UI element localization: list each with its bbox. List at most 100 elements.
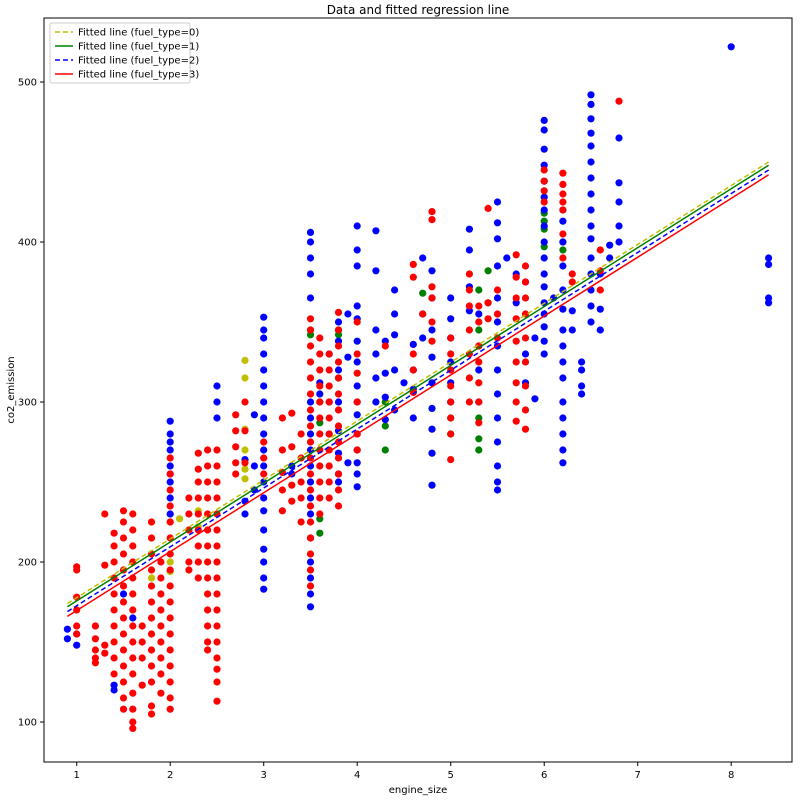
data-point-fuel-type-2 bbox=[428, 267, 436, 275]
data-point-fuel-type-3 bbox=[110, 542, 118, 550]
data-point-fuel-type-3 bbox=[288, 481, 296, 489]
data-point-fuel-type-2 bbox=[559, 430, 567, 438]
data-point-fuel-type-3 bbox=[213, 494, 221, 502]
y-tick-label: 100 bbox=[18, 718, 37, 729]
data-point-fuel-type-3 bbox=[213, 542, 221, 550]
data-point-fuel-type-2 bbox=[306, 294, 315, 302]
x-tick-label: 5 bbox=[448, 770, 454, 781]
data-point-fuel-type-3 bbox=[297, 518, 305, 526]
data-point-fuel-type-2 bbox=[63, 625, 71, 633]
data-point-fuel-type-2 bbox=[493, 486, 502, 494]
data-point-fuel-type-3 bbox=[465, 302, 473, 310]
data-point-fuel-type-2 bbox=[306, 398, 315, 406]
data-point-fuel-type-3 bbox=[447, 382, 455, 390]
data-point-fuel-type-3 bbox=[316, 462, 324, 470]
data-point-fuel-type-2 bbox=[353, 411, 361, 419]
data-point-fuel-type-3 bbox=[101, 649, 109, 657]
data-point-fuel-type-3 bbox=[306, 406, 315, 414]
data-point-fuel-type-2 bbox=[587, 235, 595, 243]
data-point-fuel-type-3 bbox=[334, 342, 343, 350]
data-point-fuel-type-2 bbox=[353, 262, 361, 270]
data-point-fuel-type-3 bbox=[101, 641, 109, 649]
data-point-fuel-type-3 bbox=[512, 337, 520, 345]
data-point-fuel-type-3 bbox=[110, 529, 118, 537]
chart-title: Data and fitted regression line bbox=[327, 3, 510, 17]
fitted-lines bbox=[66, 161, 770, 618]
data-point-fuel-type-3 bbox=[559, 180, 567, 188]
data-point-fuel-type-1 bbox=[475, 326, 483, 334]
data-point-fuel-type-3 bbox=[147, 534, 156, 542]
data-point-fuel-type-2 bbox=[587, 302, 595, 310]
data-point-fuel-type-3 bbox=[306, 502, 315, 510]
data-point-fuel-type-2 bbox=[353, 246, 361, 254]
data-point-fuel-type-2 bbox=[615, 222, 623, 230]
data-point-fuel-type-3 bbox=[232, 459, 240, 467]
data-point-fuel-type-3 bbox=[157, 590, 165, 598]
data-point-fuel-type-2 bbox=[531, 334, 539, 342]
data-point-fuel-type-2 bbox=[559, 358, 567, 366]
data-point-fuel-type-3 bbox=[559, 190, 567, 198]
data-point-fuel-type-2 bbox=[559, 262, 567, 270]
data-point-fuel-type-2 bbox=[596, 305, 604, 313]
data-point-fuel-type-3 bbox=[147, 566, 156, 574]
data-point-fuel-type-3 bbox=[493, 286, 502, 294]
data-point-fuel-type-3 bbox=[306, 422, 315, 430]
data-point-fuel-type-2 bbox=[503, 254, 511, 262]
data-point-fuel-type-3 bbox=[101, 561, 109, 569]
data-point-fuel-type-3 bbox=[334, 486, 343, 494]
data-point-fuel-type-2 bbox=[727, 43, 735, 51]
data-point-fuel-type-2 bbox=[587, 158, 595, 166]
y-tick-label: 300 bbox=[18, 398, 37, 409]
data-point-fuel-type-2 bbox=[540, 126, 548, 134]
data-point-fuel-type-3 bbox=[147, 646, 156, 654]
data-point-fuel-type-0 bbox=[241, 465, 249, 473]
data-point-fuel-type-3 bbox=[465, 286, 473, 294]
y-tick-label: 400 bbox=[18, 238, 37, 249]
data-point-fuel-type-3 bbox=[540, 198, 548, 206]
data-point-fuel-type-3 bbox=[110, 558, 118, 566]
data-point-fuel-type-2 bbox=[306, 494, 315, 502]
data-point-fuel-type-2 bbox=[615, 198, 623, 206]
data-point-fuel-type-3 bbox=[147, 662, 156, 670]
data-point-fuel-type-2 bbox=[353, 302, 361, 310]
data-point-fuel-type-2 bbox=[166, 494, 174, 502]
data-point-fuel-type-3 bbox=[409, 260, 417, 268]
data-point-fuel-type-2 bbox=[334, 478, 343, 486]
data-point-fuel-type-2 bbox=[540, 283, 548, 291]
data-point-fuel-type-2 bbox=[166, 510, 174, 518]
fitted-line-fuel-type-2 bbox=[66, 169, 770, 613]
data-point-fuel-type-3 bbox=[166, 502, 174, 510]
data-point-fuel-type-2 bbox=[765, 299, 773, 307]
data-point-fuel-type-3 bbox=[101, 510, 109, 518]
data-point-fuel-type-3 bbox=[306, 550, 315, 558]
data-point-fuel-type-3 bbox=[353, 369, 361, 377]
data-point-fuel-type-2 bbox=[540, 270, 548, 278]
data-point-fuel-type-3 bbox=[568, 270, 576, 278]
data-point-fuel-type-3 bbox=[325, 382, 333, 390]
data-point-fuel-type-2 bbox=[419, 334, 427, 342]
data-point-fuel-type-3 bbox=[129, 724, 137, 733]
data-point-fuel-type-3 bbox=[157, 638, 165, 646]
data-point-fuel-type-3 bbox=[194, 510, 202, 518]
data-point-fuel-type-2 bbox=[213, 398, 221, 406]
data-point-fuel-type-3 bbox=[73, 622, 81, 630]
data-point-fuel-type-3 bbox=[166, 694, 174, 702]
data-point-fuel-type-3 bbox=[512, 379, 520, 387]
data-point-fuel-type-3 bbox=[428, 216, 436, 224]
data-point-fuel-type-3 bbox=[512, 294, 520, 302]
data-point-fuel-type-2 bbox=[260, 574, 268, 582]
data-point-fuel-type-3 bbox=[129, 622, 137, 630]
data-point-fuel-type-2 bbox=[493, 235, 502, 243]
data-point-fuel-type-3 bbox=[428, 208, 436, 216]
data-point-fuel-type-3 bbox=[306, 342, 315, 350]
data-point-fuel-type-2 bbox=[578, 390, 586, 398]
data-point-fuel-type-3 bbox=[204, 606, 212, 614]
data-point-fuel-type-2 bbox=[419, 254, 427, 262]
data-point-fuel-type-3 bbox=[166, 614, 174, 622]
data-point-fuel-type-3 bbox=[119, 550, 128, 558]
data-point-fuel-type-2 bbox=[540, 222, 548, 230]
data-point-fuel-type-3 bbox=[325, 414, 333, 422]
legend: Fitted line (fuel_type=0) Fitted line (fu… bbox=[49, 22, 199, 84]
data-point-fuel-type-2 bbox=[540, 323, 548, 331]
